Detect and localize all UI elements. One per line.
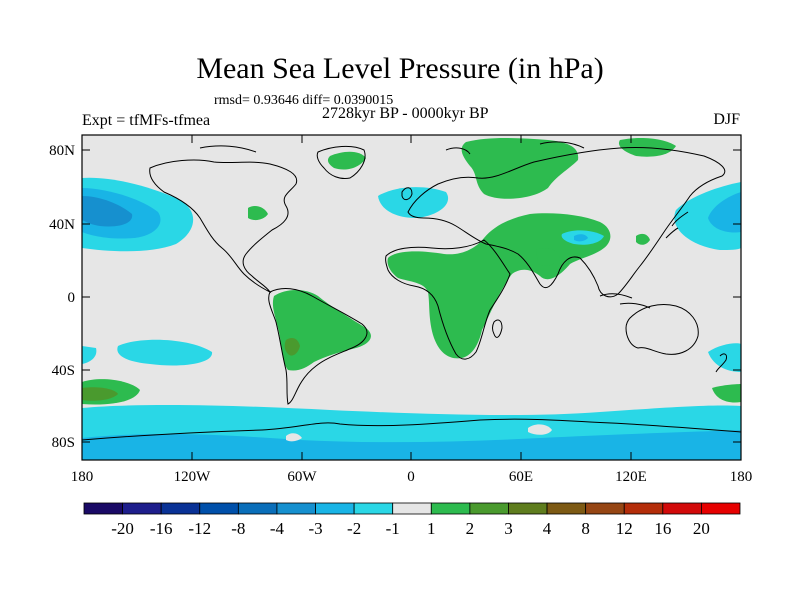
x-tick-label: 60E (509, 469, 533, 485)
map-title: Mean Sea Level Pressure (in hPa) (196, 52, 604, 85)
colorbar-label: -3 (308, 519, 322, 538)
x-tick-label: 60W (287, 469, 317, 485)
indian-ocean-positive (536, 248, 560, 266)
y-axis-labels: 80N 40N 0 40S 80S (49, 143, 75, 451)
tibet-anomaly-core (574, 234, 588, 242)
colorbar-swatch (122, 502, 162, 515)
north-america-positive (248, 206, 268, 221)
time-period-label: 2728kyr BP - 0000kyr BP (322, 105, 489, 122)
colorbar-swatch (469, 502, 509, 515)
north-pacific-anomaly-east (674, 182, 741, 250)
colorbar-swatch (623, 502, 664, 515)
colorbar-label: 4 (543, 519, 552, 538)
north-atlantic-anomaly (378, 187, 449, 218)
colorbar-label: 1 (427, 519, 436, 538)
china-positive (636, 233, 650, 245)
south-indian-positive (712, 384, 741, 403)
x-tick-label: 180 (71, 469, 94, 485)
colorbar-swatch (701, 502, 741, 515)
y-tick-label: 80N (49, 143, 75, 159)
colorbar (83, 502, 741, 515)
colorbar-swatch (237, 502, 278, 515)
colorbar-swatch (276, 502, 316, 515)
south-atlantic-anomaly (82, 346, 97, 364)
experiment-label: Expt = tfMFs-tfmea (82, 112, 211, 129)
south-america-positive-core (284, 338, 300, 356)
antarctic-neutral-patch (528, 424, 552, 435)
colorbar-swatch (585, 502, 625, 515)
colorbar-swatch (83, 502, 123, 515)
axis-ticks (81, 135, 742, 460)
colorbar-swatch (315, 502, 355, 515)
x-tick-label: 120W (174, 469, 212, 485)
colorbar-swatch (353, 502, 394, 515)
colorbar-swatch (508, 502, 548, 515)
greenland-positive (327, 151, 366, 170)
y-tick-label: 40N (49, 217, 75, 233)
south-pacific-anomaly-east (708, 343, 741, 372)
x-tick-label: 0 (407, 469, 415, 485)
rmsd-diff-stats: rmsd= 0.93646 diff= 0.0390015 (214, 93, 394, 108)
antarctic-peninsula-patch (286, 433, 302, 442)
colorbar-swatch (430, 502, 471, 515)
south-pacific-positive-west-core (82, 387, 118, 401)
x-axis-labels: 180 120W 60W 0 60E 120E 180 (71, 469, 753, 485)
colorbar-label: 20 (693, 519, 710, 538)
colorbar-label: 12 (616, 519, 633, 538)
y-tick-label: 0 (68, 290, 76, 306)
colorbar-label: -12 (188, 519, 211, 538)
southern-ocean-anomaly-strong (82, 430, 741, 460)
colorbar-swatch (199, 502, 239, 515)
colorbar-label: -2 (347, 519, 361, 538)
colorbar-label: -16 (150, 519, 173, 538)
coastlines (82, 141, 741, 441)
north-pacific-anomaly-west-core (82, 196, 133, 227)
south-pacific-anomaly (117, 339, 213, 366)
contour-field (82, 135, 741, 460)
y-tick-label: 80S (52, 435, 75, 451)
colorbar-labels: -20 -16 -12 -8 -4 -3 -2 -1 1 2 3 4 8 12 16 20 (111, 519, 710, 538)
colorbar-label: -8 (231, 519, 245, 538)
africa-asia-positive (387, 213, 611, 359)
north-pacific-anomaly-east-core (708, 192, 741, 233)
colorbar-label: 3 (504, 519, 513, 538)
colorbar-label: 8 (581, 519, 590, 538)
colorbar-label: -20 (111, 519, 134, 538)
season-label: DJF (713, 111, 740, 128)
y-tick-label: 40S (52, 363, 75, 379)
x-tick-label: 120E (615, 469, 647, 485)
colorbar-label: 16 (654, 519, 671, 538)
colorbar-label: -1 (386, 519, 400, 538)
x-tick-label: 180 (730, 469, 753, 485)
colorbar-swatch (662, 502, 702, 515)
colorbar-label: 2 (466, 519, 475, 538)
colorbar-swatch (546, 502, 587, 515)
colorbar-swatch (160, 502, 201, 515)
colorbar-label: -4 (270, 519, 285, 538)
arctic-positive (461, 138, 579, 199)
colorbar-swatch (392, 502, 432, 515)
